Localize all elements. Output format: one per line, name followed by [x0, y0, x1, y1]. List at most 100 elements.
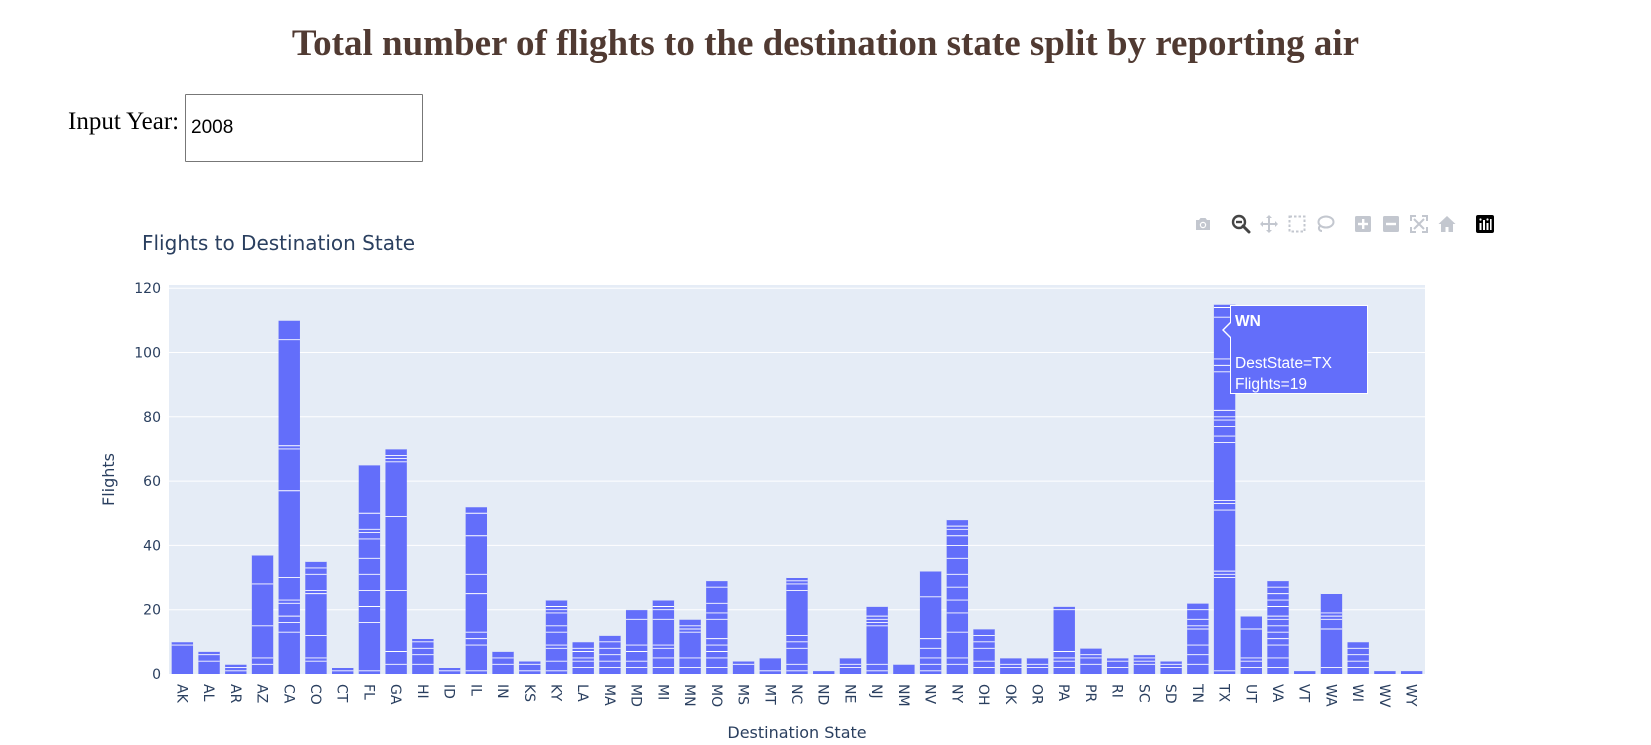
autoscale-icon[interactable] [1406, 211, 1432, 237]
lasso-select-icon[interactable] [1312, 211, 1338, 237]
year-input[interactable] [185, 94, 423, 162]
x-tick-label: WY [1403, 684, 1419, 707]
bar-OK [1000, 657, 1022, 674]
x-tick-label: IL [467, 684, 483, 696]
bar-VT [1294, 670, 1316, 674]
x-tick-label: AL [200, 684, 216, 702]
x-tick-label: MS [735, 684, 751, 705]
chart-modebar [1190, 211, 1520, 237]
zoom-out-icon[interactable] [1378, 211, 1404, 237]
bar-MT [759, 657, 781, 674]
x-tick-label: TN [1189, 683, 1205, 703]
bar-MO [706, 580, 728, 674]
bar-MD [625, 609, 648, 674]
x-tick-label: NY [948, 684, 964, 703]
zoom-icon[interactable] [1228, 211, 1254, 237]
x-tick-label: OH [975, 684, 991, 706]
box-select-icon[interactable] [1284, 211, 1310, 237]
pan-icon[interactable] [1256, 211, 1282, 237]
x-tick-label: NE [841, 684, 857, 703]
bar-UT [1240, 616, 1262, 674]
page-title: Total number of flights to the destinati… [291, 23, 1360, 64]
y-tick-label: 0 [152, 667, 161, 683]
bar-PA [1053, 606, 1075, 674]
x-tick-label: VA [1269, 684, 1285, 703]
tooltip-dest-state: DestState=TX [1235, 355, 1332, 372]
bar-CO [305, 561, 327, 674]
x-tick-label: MO [708, 684, 724, 707]
y-tick-label: 120 [134, 281, 161, 297]
x-tick-label: NM [895, 684, 911, 707]
bar-TX [1213, 304, 1236, 674]
bar-NJ [866, 606, 888, 674]
x-tick-label: PR [1082, 684, 1098, 702]
tooltip-flights: Flights=19 [1235, 376, 1307, 393]
bar-RI [1106, 657, 1129, 674]
x-tick-label: WI [1349, 684, 1365, 702]
bar-WI [1347, 641, 1369, 674]
bar-IL [465, 506, 488, 674]
bar-AR [225, 664, 247, 674]
bar-TN [1187, 603, 1209, 674]
x-tick-label: HI [414, 684, 430, 699]
bar-FL [358, 465, 381, 674]
camera-icon[interactable] [1190, 211, 1216, 237]
x-tick-label: MD [628, 684, 644, 707]
reset-axes-icon[interactable] [1434, 211, 1460, 237]
y-tick-label: 100 [134, 346, 161, 362]
hover-tooltip: WN DestState=TX Flights=19 [1222, 305, 1368, 394]
x-tick-label: LA [574, 684, 590, 702]
bar-MI [652, 600, 675, 674]
bar-PR [1080, 648, 1102, 674]
bar-WY [1400, 670, 1423, 674]
bar-IN [492, 651, 514, 674]
x-tick-label: CA [280, 684, 296, 704]
x-tick-label: CT [334, 684, 350, 703]
y-tick-label: 80 [143, 410, 161, 426]
x-tick-label: PA [1055, 684, 1071, 702]
x-tick-label: AR [227, 684, 243, 704]
bar-NC [786, 577, 808, 674]
x-tick-label: ND [815, 684, 831, 705]
x-tick-label: GA [387, 684, 403, 705]
bar-NM [893, 664, 915, 674]
x-tick-label: KY [547, 684, 563, 702]
x-tick-label: OK [1002, 684, 1018, 705]
y-tick-label: 20 [143, 603, 161, 619]
bar-MN [679, 619, 701, 674]
x-tick-label: SC [1135, 684, 1151, 703]
bar-OR [1026, 657, 1049, 674]
plotly-logo-icon[interactable] [1472, 211, 1498, 237]
bar-MS [732, 661, 755, 674]
tooltip-series: WN [1235, 313, 1261, 330]
x-axis-title: Destination State [727, 723, 866, 742]
x-tick-label: MI [654, 684, 670, 700]
x-tick-label: CO [307, 684, 323, 705]
bar-GA [385, 448, 407, 674]
x-tick-label: MA [601, 684, 617, 706]
zoom-in-icon[interactable] [1350, 211, 1376, 237]
bar-NE [839, 657, 862, 674]
x-tick-label: IN [494, 684, 510, 699]
x-tick-label: ID [441, 684, 457, 699]
year-input-label: Input Year: [68, 108, 180, 135]
x-tick-label: NJ [868, 684, 884, 699]
x-tick-label: NC [788, 684, 804, 704]
y-axis-title: Flights [99, 453, 118, 506]
bar-OH [973, 628, 995, 674]
bar-AZ [251, 555, 274, 674]
x-tick-label: FL [360, 684, 376, 700]
y-tick-label: 60 [143, 474, 161, 490]
x-tick-label: SD [1162, 684, 1178, 704]
y-tick-label: 40 [143, 538, 161, 554]
bar-KY [545, 600, 568, 674]
x-tick-label: NV [922, 684, 938, 704]
x-tick-label: VT [1296, 684, 1312, 703]
bar-VA [1267, 580, 1289, 674]
x-tick-label: MT [761, 684, 777, 705]
x-tick-label: WA [1322, 684, 1338, 707]
x-tick-label: AK [173, 684, 189, 704]
bar-AK [171, 641, 194, 674]
x-tick-label: TX [1216, 683, 1232, 703]
